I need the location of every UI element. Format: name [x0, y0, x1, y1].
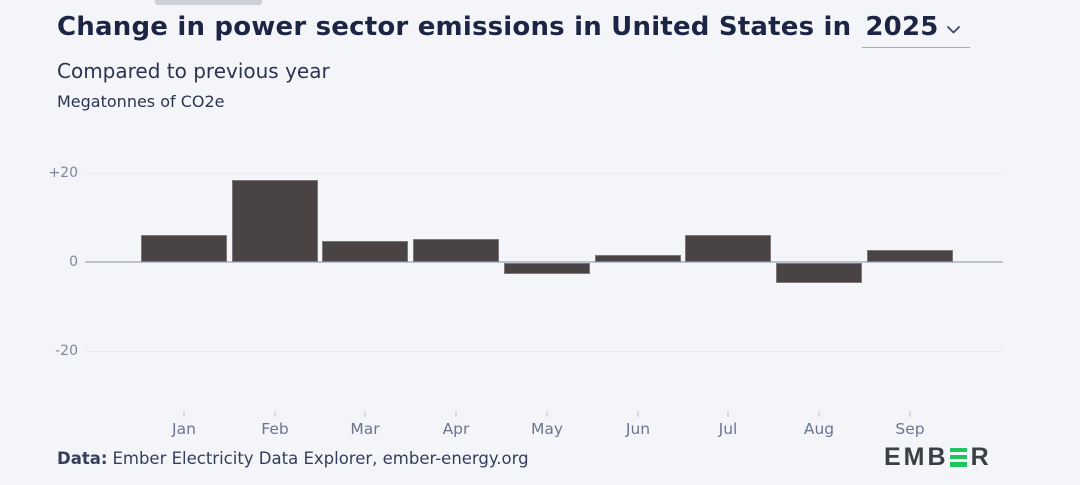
bar-sep[interactable]: [867, 250, 953, 262]
bar-mar[interactable]: [322, 241, 408, 262]
bar-may[interactable]: [504, 263, 590, 274]
ember-logo-text-right: R: [970, 443, 992, 471]
ember-logo-text-left: EMB: [884, 443, 949, 471]
ember-green-e-icon: [949, 447, 967, 467]
chevron-down-icon: [946, 12, 961, 42]
x-axis-tick: [909, 411, 911, 417]
bar-jul[interactable]: [685, 235, 771, 262]
clipped-top-element: [155, 0, 262, 5]
x-axis-tick: [364, 411, 366, 417]
x-axis-label-jun: Jun: [625, 420, 651, 438]
y-axis-tick-label: 0: [69, 254, 78, 270]
x-axis-tick: [183, 411, 185, 417]
year-dropdown-value[interactable]: 2025: [865, 12, 939, 42]
x-axis-label-aug: Aug: [803, 420, 835, 438]
chart-header: Change in power sector emissions in Unit…: [57, 12, 1047, 111]
ember-logo: EMB R: [884, 443, 992, 471]
x-axis-label-may: May: [530, 420, 564, 438]
data-source-text: Ember Electricity Data Explorer, ember-e…: [112, 449, 529, 468]
x-axis-tick: [637, 411, 639, 417]
bar-feb[interactable]: [232, 180, 318, 262]
title-text: Change in power sector emissions in Unit…: [57, 12, 852, 42]
x-axis-label-feb: Feb: [261, 420, 289, 438]
bar-apr[interactable]: [413, 239, 499, 262]
chart-units-label: Megatonnes of CO2e: [57, 92, 225, 111]
chart-subtitle: Compared to previous year: [57, 59, 330, 83]
bar-jan[interactable]: [141, 235, 227, 262]
page-title: Change in power sector emissions in Unit…: [57, 12, 1047, 48]
y-axis-tick-label: +20: [48, 165, 78, 181]
x-axis-tick: [455, 411, 457, 417]
x-axis-tick: [546, 411, 548, 417]
data-source-label: Data:: [57, 449, 108, 468]
bar-aug[interactable]: [776, 263, 862, 283]
data-source: Data: Ember Electricity Data Explorer, em…: [57, 449, 529, 468]
x-axis-tick: [727, 411, 729, 417]
x-axis-label-jan: Jan: [172, 420, 196, 438]
x-axis-label-jul: Jul: [718, 420, 738, 438]
x-axis-label-sep: Sep: [895, 420, 925, 438]
y-axis-tick-label: -20: [55, 343, 78, 359]
x-axis-label-mar: Mar: [350, 420, 380, 438]
x-axis-tick: [274, 411, 276, 417]
x-axis-tick: [818, 411, 820, 417]
x-axis-label-apr: Apr: [442, 420, 470, 438]
bar-jun[interactable]: [595, 255, 681, 262]
gridline: [85, 173, 1003, 174]
year-dropdown[interactable]: 2025: [862, 12, 970, 48]
gridline: [85, 351, 1003, 352]
